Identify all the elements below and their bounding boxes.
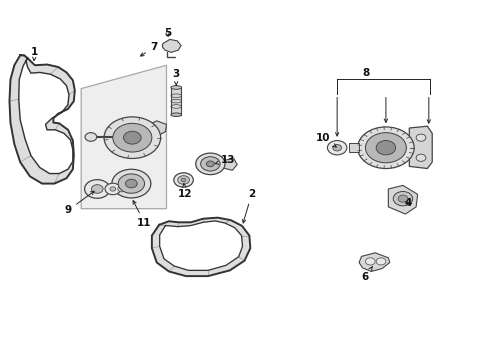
Circle shape <box>91 185 103 193</box>
Circle shape <box>105 183 121 195</box>
Text: 6: 6 <box>361 267 371 282</box>
Ellipse shape <box>181 178 185 182</box>
Polygon shape <box>142 121 166 137</box>
Circle shape <box>327 140 346 155</box>
Circle shape <box>206 161 214 167</box>
Text: 8: 8 <box>362 68 369 78</box>
Ellipse shape <box>173 173 193 187</box>
Polygon shape <box>152 218 250 276</box>
Circle shape <box>415 154 425 161</box>
Text: 7: 7 <box>140 42 158 56</box>
Circle shape <box>415 134 425 141</box>
Circle shape <box>375 140 395 155</box>
Circle shape <box>365 133 406 163</box>
Circle shape <box>397 195 407 202</box>
Text: 3: 3 <box>172 69 180 85</box>
Circle shape <box>112 169 151 198</box>
Polygon shape <box>348 143 358 152</box>
Polygon shape <box>408 126 431 168</box>
Polygon shape <box>171 87 181 115</box>
Circle shape <box>113 123 152 152</box>
Polygon shape <box>81 65 166 209</box>
Text: 12: 12 <box>178 184 192 199</box>
Polygon shape <box>358 253 389 271</box>
Circle shape <box>125 179 137 188</box>
Text: 1: 1 <box>31 46 39 60</box>
Text: 5: 5 <box>163 28 171 38</box>
Circle shape <box>332 144 341 151</box>
Circle shape <box>85 133 97 141</box>
Polygon shape <box>162 40 181 52</box>
Circle shape <box>200 157 220 171</box>
Text: 2: 2 <box>242 189 255 223</box>
Polygon shape <box>221 158 237 170</box>
Polygon shape <box>387 185 417 214</box>
Text: 10: 10 <box>316 133 336 147</box>
Ellipse shape <box>177 176 189 184</box>
Text: 4: 4 <box>404 198 411 208</box>
Circle shape <box>104 117 160 158</box>
Circle shape <box>118 174 144 193</box>
Circle shape <box>392 192 412 206</box>
Circle shape <box>375 258 385 265</box>
Circle shape <box>118 186 125 192</box>
Polygon shape <box>9 55 75 184</box>
Circle shape <box>357 127 413 168</box>
Text: 9: 9 <box>64 191 94 216</box>
Text: 11: 11 <box>133 201 151 228</box>
Circle shape <box>195 153 224 175</box>
Text: 13: 13 <box>215 155 235 165</box>
Circle shape <box>365 258 374 265</box>
Circle shape <box>110 187 116 191</box>
Ellipse shape <box>170 113 181 117</box>
Ellipse shape <box>170 86 181 89</box>
Circle shape <box>84 180 110 198</box>
Circle shape <box>123 131 141 144</box>
